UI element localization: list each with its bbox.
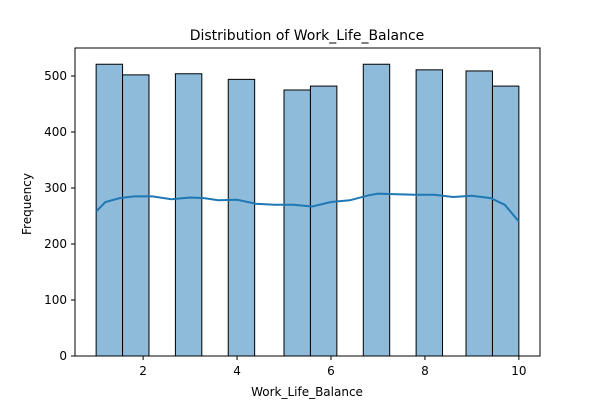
y-tick-label: 400 xyxy=(44,125,67,139)
x-axis-label: Work_Life_Balance xyxy=(251,385,363,399)
y-tick-label: 500 xyxy=(44,69,67,83)
plot-frame xyxy=(74,47,541,357)
histogram-bar xyxy=(491,85,520,357)
histogram-bar xyxy=(174,73,203,357)
y-tick-label: 200 xyxy=(44,237,67,251)
histogram-bar xyxy=(122,74,150,357)
histogram-bar xyxy=(95,63,124,357)
y-tick-label: 0 xyxy=(59,349,67,363)
x-tick-label: 8 xyxy=(421,364,429,378)
histogram-bar xyxy=(227,78,256,357)
x-tick-label: 4 xyxy=(233,364,241,378)
y-tick-label: 300 xyxy=(44,181,67,195)
histogram-bars xyxy=(95,63,520,357)
histogram-bar xyxy=(362,63,391,357)
y-axis-ticks: 0 100 200 300 400 500 xyxy=(44,69,75,363)
x-tick-label: 6 xyxy=(327,364,335,378)
x-tick-label: 10 xyxy=(511,364,526,378)
x-tick-label: 2 xyxy=(139,364,147,378)
y-tick-label: 100 xyxy=(44,293,67,307)
histogram-bar xyxy=(309,85,338,357)
chart-title: Distribution of Work_Life_Balance xyxy=(190,28,425,44)
kde-curve xyxy=(95,192,520,223)
histogram-bar xyxy=(465,70,493,357)
x-axis-ticks: 2 4 6 8 10 xyxy=(139,356,527,378)
histogram-bar xyxy=(415,69,444,357)
histogram-bar xyxy=(283,89,311,357)
y-axis-label: Frequency xyxy=(20,173,34,235)
